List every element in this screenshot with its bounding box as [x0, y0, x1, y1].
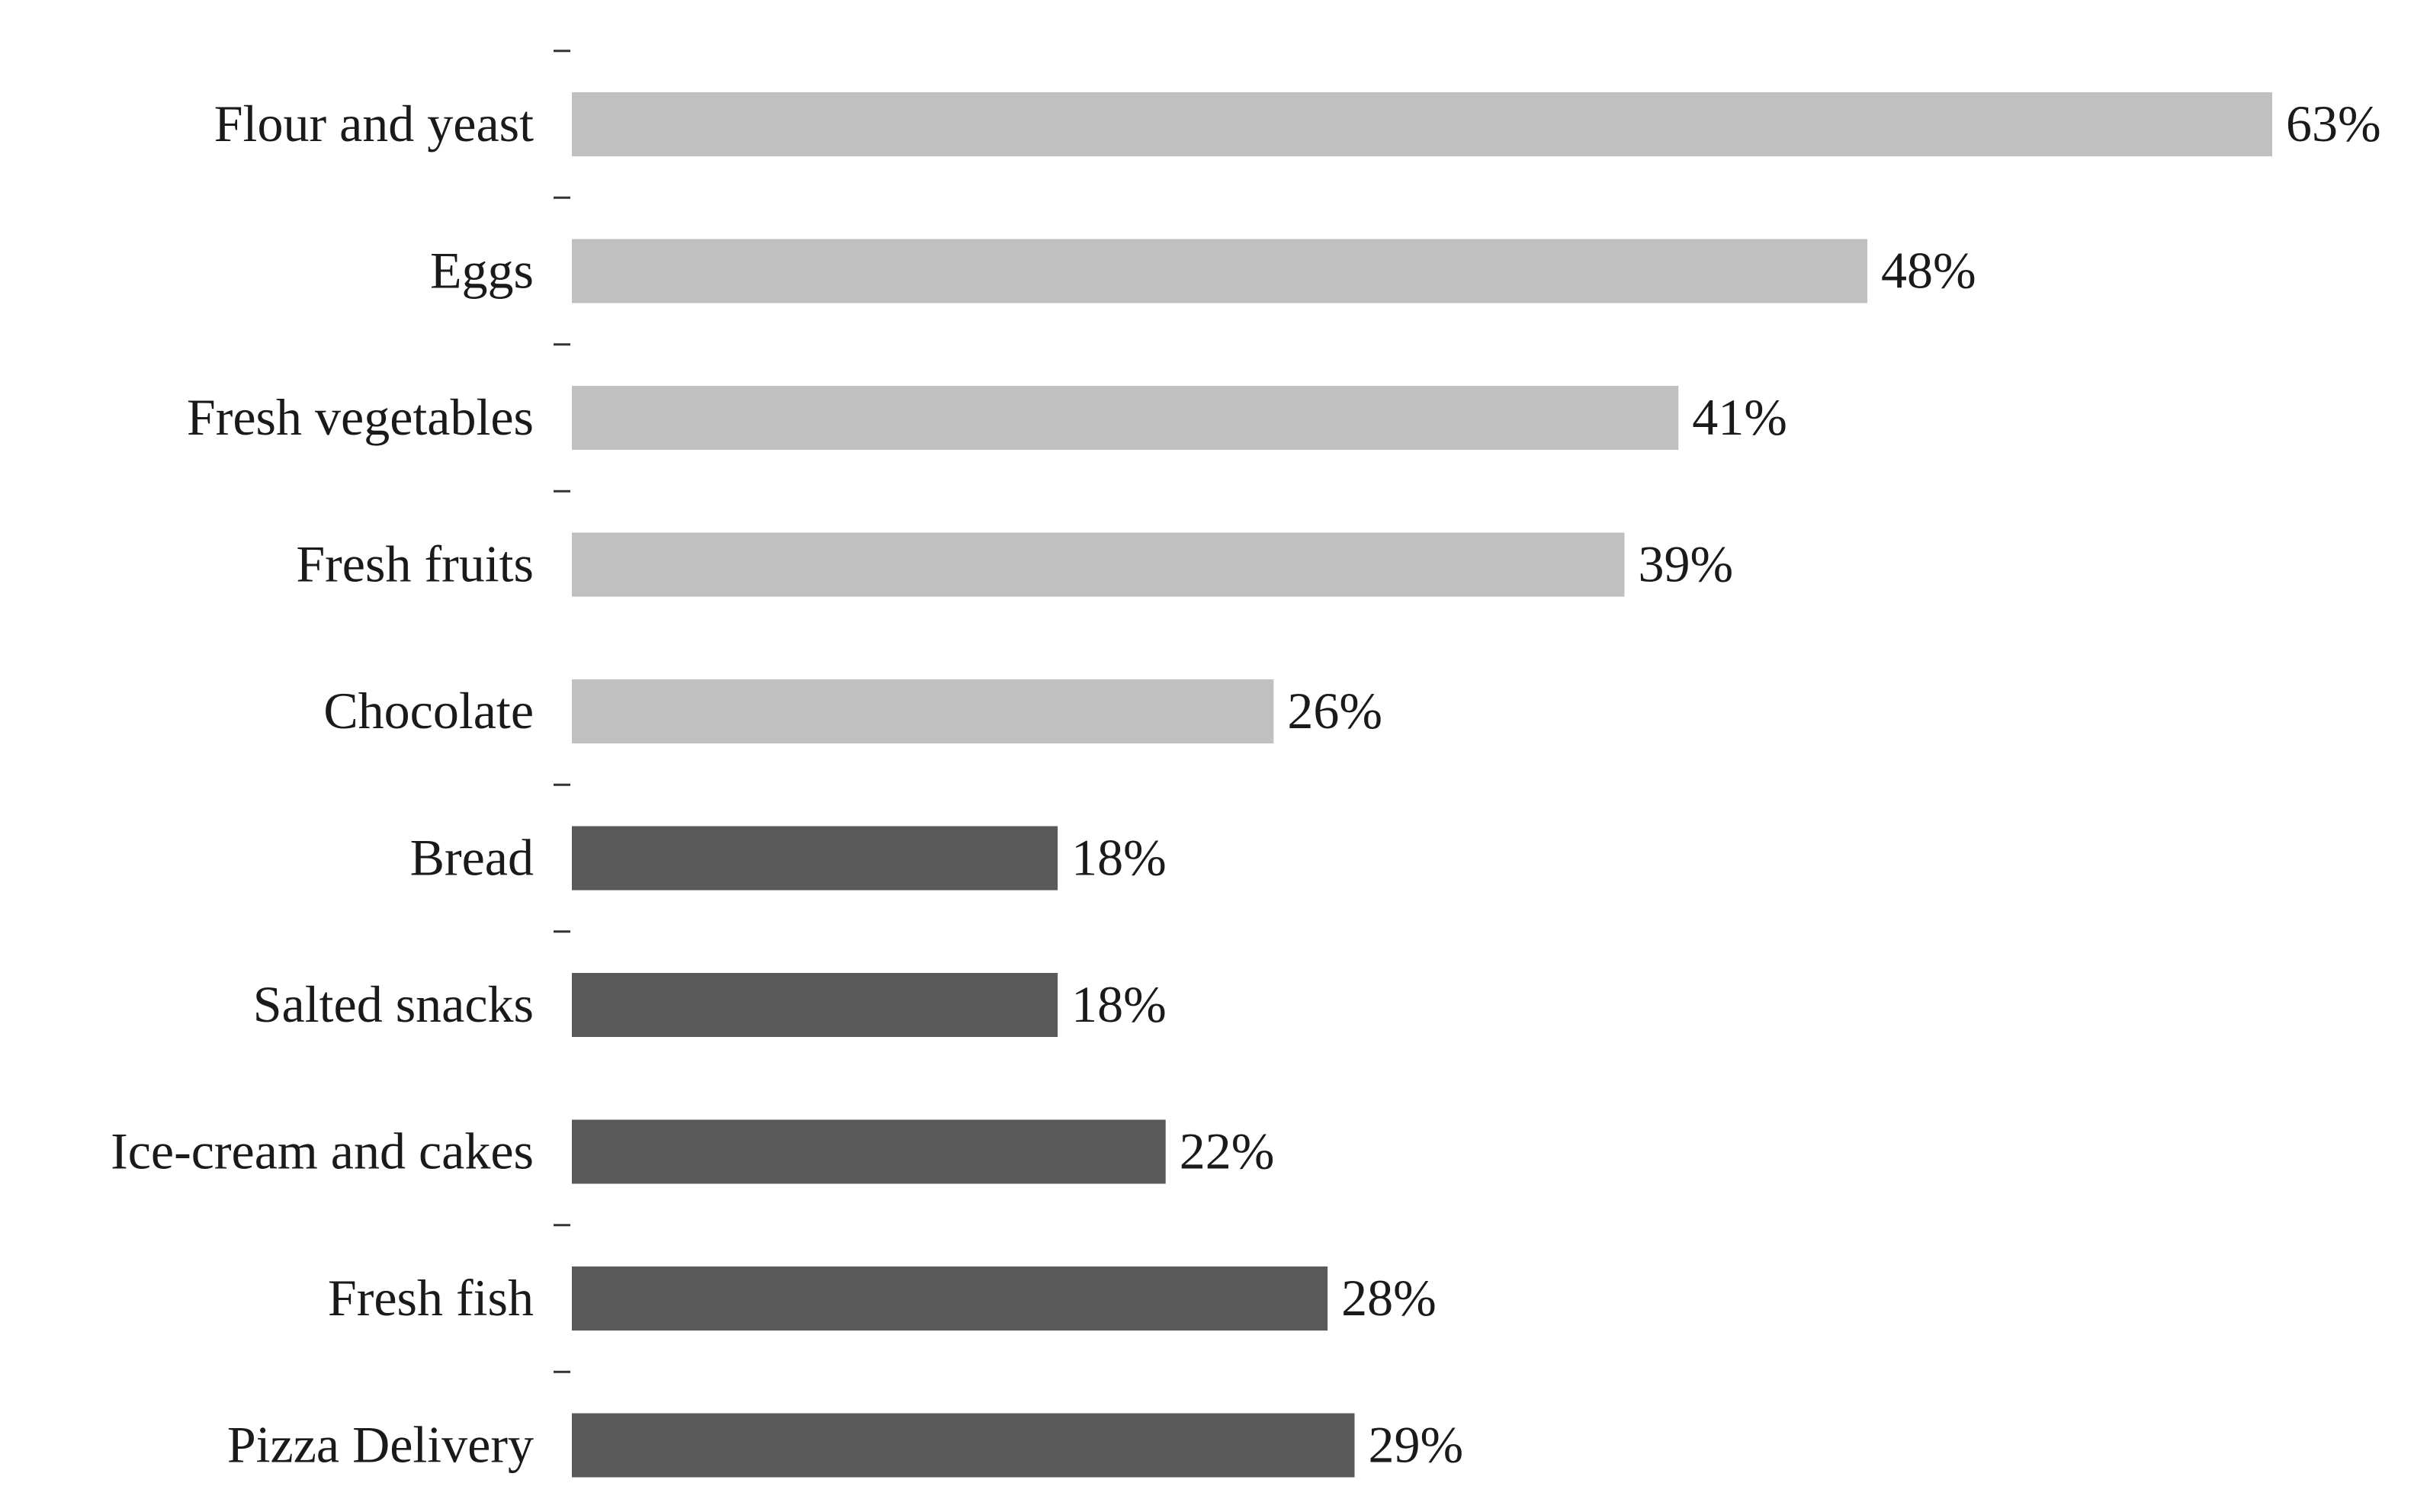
bar: [572, 826, 1058, 891]
category-label: Ice-cream and cakes: [111, 1122, 534, 1180]
category-label: Salted snacks: [253, 975, 534, 1033]
bar: [572, 1266, 1328, 1331]
category-label: Eggs: [430, 242, 534, 300]
bar: [572, 239, 1868, 303]
category-label: Pizza Delivery: [227, 1416, 534, 1474]
bar: [572, 1119, 1166, 1184]
value-label: 29%: [1369, 1416, 1464, 1474]
value-labels: 63% 48% 41% 39% 26% 18% 18% 22% 28% 29%: [1071, 95, 2381, 1474]
axis-ticks: [554, 50, 570, 1373]
bar-series: [572, 92, 2272, 1478]
value-label: 39%: [1638, 535, 1733, 593]
category-label: Fresh vegetables: [187, 388, 534, 446]
value-label: 41%: [1692, 388, 1787, 446]
value-label: 48%: [1881, 242, 1976, 300]
bar: [572, 679, 1274, 743]
value-label: 63%: [2286, 95, 2381, 152]
bar: [572, 92, 2272, 156]
category-labels: Flour and yeast Eggs Fresh vegetables Fresh…: [111, 95, 534, 1474]
category-label: Bread: [410, 829, 534, 887]
bar: [572, 386, 1679, 450]
value-label: 26%: [1287, 682, 1382, 740]
bar: [572, 532, 1625, 597]
bar: [572, 973, 1058, 1037]
value-label: 28%: [1341, 1269, 1437, 1327]
value-label: 22%: [1180, 1122, 1275, 1180]
category-label: Flour and yeast: [214, 95, 534, 152]
value-label: 18%: [1071, 975, 1167, 1033]
category-label: Fresh fish: [328, 1269, 534, 1327]
bar: [572, 1413, 1355, 1478]
category-label: Chocolate: [323, 682, 534, 740]
value-label: 18%: [1071, 829, 1167, 887]
category-label: Fresh fruits: [296, 535, 534, 593]
